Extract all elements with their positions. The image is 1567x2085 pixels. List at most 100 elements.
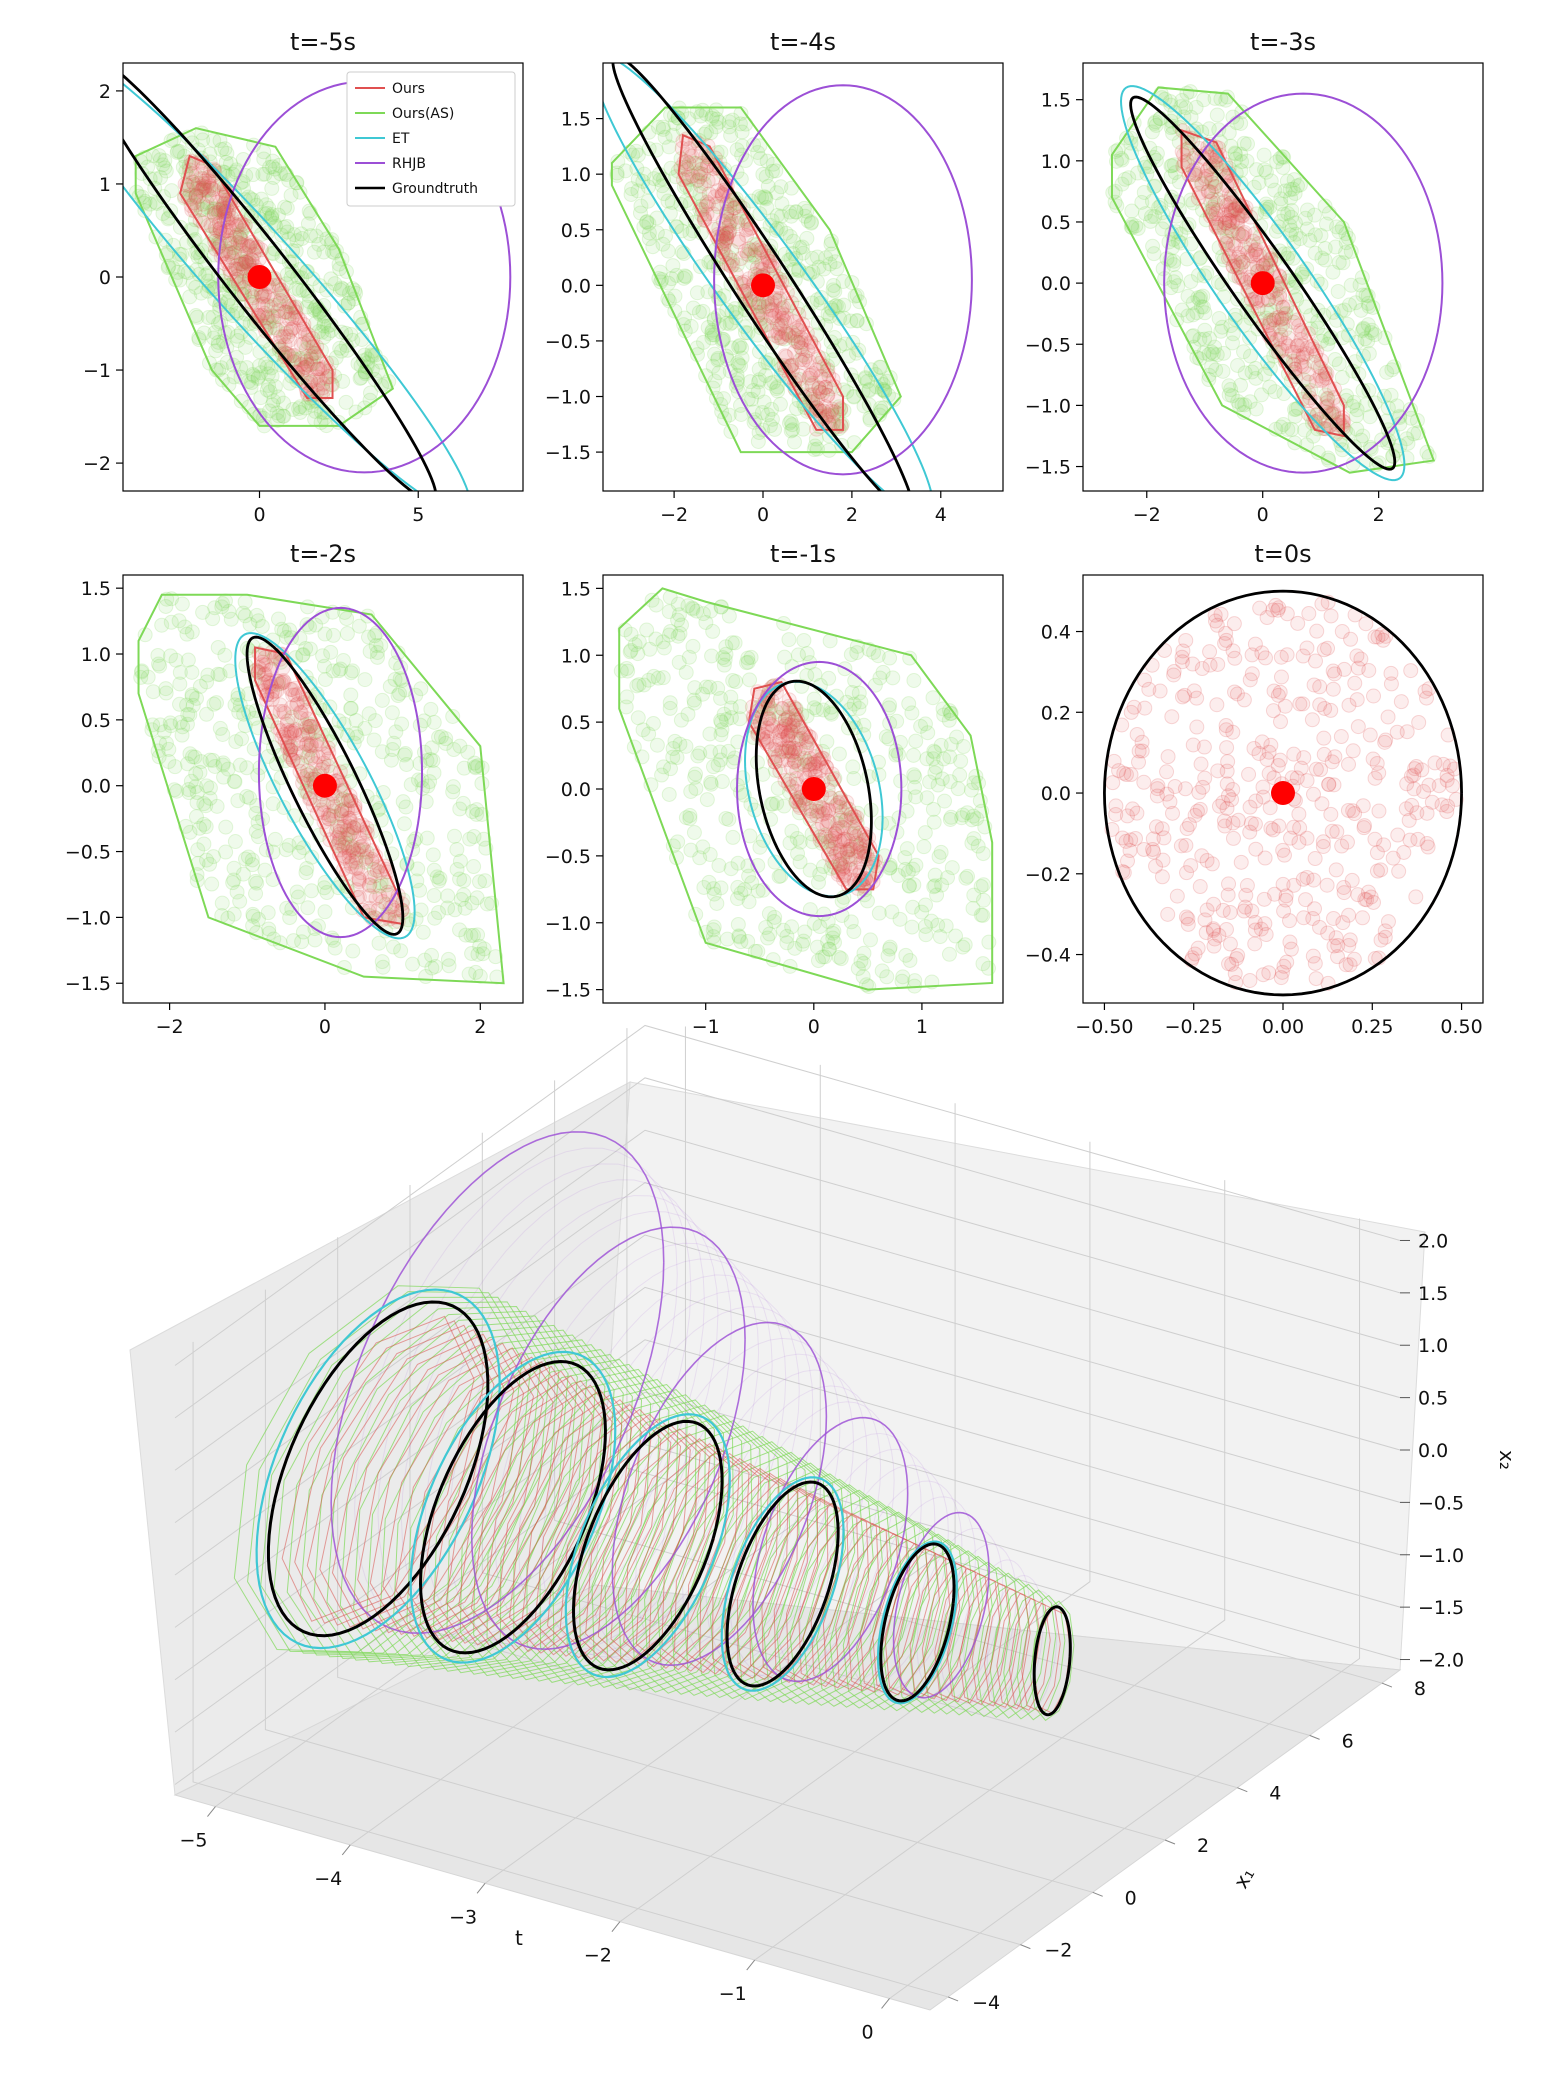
sample-point-ours: [764, 301, 780, 317]
sample-point-ours: [251, 308, 267, 324]
sample-point-as: [750, 433, 766, 449]
sample-point-ours: [188, 189, 204, 205]
sample-point-as: [639, 214, 655, 230]
sample-point-as: [1282, 182, 1298, 198]
x1-tick-mark: [947, 1996, 959, 2002]
sample-point-ours: [818, 399, 834, 415]
sample-point-ours: [236, 256, 252, 272]
sample-point-ours: [797, 332, 813, 348]
sample-point-ours: [1439, 772, 1455, 788]
sample-point-ours: [1247, 816, 1263, 832]
sample-point-as: [238, 253, 254, 269]
legend-entry: RHJB: [392, 156, 426, 172]
sample-point-as: [286, 351, 302, 367]
sample-point-as: [352, 370, 368, 386]
sample-point-as: [269, 405, 285, 421]
sample-point-ours: [716, 236, 732, 252]
sample-point-ours: [331, 835, 347, 851]
sample-point-as: [803, 214, 819, 230]
sample-point-ours: [1327, 749, 1343, 765]
sample-point-ours: [789, 763, 805, 779]
subplot-title: t=-5s: [290, 28, 356, 56]
sample-point-as: [762, 418, 778, 434]
sample-point-as: [312, 278, 328, 294]
sample-point-as: [1276, 206, 1292, 222]
sample-point-ours: [1295, 696, 1311, 712]
sample-point-ours: [719, 230, 735, 246]
sample-point-as: [822, 256, 838, 272]
sample-point-as: [696, 167, 712, 183]
sample-point-ours: [1160, 906, 1176, 922]
sample-point-as: [1298, 299, 1314, 315]
sample-point-ours: [242, 238, 258, 254]
sample-point-as: [778, 225, 794, 241]
sample-point-ours: [833, 401, 849, 417]
subplot-t-3: t=-3s −2 0 2−1.5−1.0−0.50.00.51.01.5: [1025, 28, 1484, 526]
sample-point-ours: [1308, 761, 1324, 777]
sample-point-as: [260, 366, 276, 382]
sample-point-ours: [1175, 643, 1191, 659]
sample-point-as: [278, 842, 294, 858]
sample-point-as: [670, 834, 686, 850]
sample-point-ours: [777, 313, 793, 329]
sample-point-ours: [1266, 312, 1282, 328]
sample-point-as: [303, 228, 319, 244]
sample-point-ours: [300, 335, 316, 351]
sample-point-as: [151, 148, 167, 164]
sample-point-ours: [773, 331, 789, 347]
sample-point-as: [1267, 182, 1283, 198]
center-marker: [247, 265, 272, 289]
sample-point-as: [692, 186, 708, 202]
sample-point-as: [363, 347, 379, 363]
sample-point-ours: [1129, 726, 1145, 742]
sample-point-ours: [1231, 226, 1247, 242]
sample-point-ours: [1243, 248, 1259, 264]
series-ours: [677, 133, 844, 431]
y-tick-label: 1.0: [1041, 151, 1071, 173]
sample-point-as: [1269, 154, 1285, 170]
sample-point-as: [937, 793, 953, 809]
sample-point-ours: [1314, 373, 1330, 389]
sample-point-as: [258, 356, 274, 372]
sample-point-ours: [1176, 147, 1192, 163]
sample-point-as: [827, 283, 843, 299]
sample-point-as: [1185, 295, 1201, 311]
sample-point-as: [849, 313, 865, 329]
sample-point-as: [904, 705, 920, 721]
sample-point-as: [233, 226, 249, 242]
sample-point-as: [292, 404, 308, 420]
y-tick-label: 0.0: [1041, 783, 1071, 805]
sample-point-as: [825, 282, 841, 298]
sample-point-as: [257, 166, 273, 182]
sample-point-as: [760, 178, 776, 194]
sample-point-ours: [1275, 316, 1291, 332]
sample-point-as: [261, 377, 277, 393]
x2-tick-label: −1.5: [1418, 1597, 1464, 1619]
sample-point-ours: [271, 296, 287, 312]
sample-point-ours: [723, 213, 739, 229]
sample-point-as: [1232, 205, 1248, 221]
sample-point-ours: [1252, 600, 1268, 616]
sample-point-ours: [1291, 834, 1307, 850]
y-tick-label: −2: [83, 453, 111, 475]
sample-point-as: [1287, 401, 1303, 417]
sample-point-ours: [1123, 704, 1139, 720]
sample-point-as: [184, 135, 200, 151]
sample-point-as: [773, 208, 789, 224]
sample-point-as: [795, 347, 811, 363]
sample-point-ours: [1233, 854, 1249, 870]
sample-point-as: [841, 348, 857, 364]
sample-point-ours: [1198, 168, 1214, 184]
sample-point-as: [1196, 92, 1212, 108]
sample-point-ours: [1326, 404, 1342, 420]
sample-point-as: [917, 897, 933, 913]
sample-point-as: [783, 413, 799, 429]
sample-point-as: [210, 666, 226, 682]
sample-point-ours: [1232, 207, 1248, 223]
sample-point-as: [298, 341, 314, 357]
sample-point-as: [200, 667, 216, 683]
sample-point-ours: [1160, 749, 1176, 765]
sample-point-ours: [1274, 310, 1290, 326]
sample-point-ours: [1231, 245, 1247, 261]
sample-point-ours: [1286, 819, 1302, 835]
